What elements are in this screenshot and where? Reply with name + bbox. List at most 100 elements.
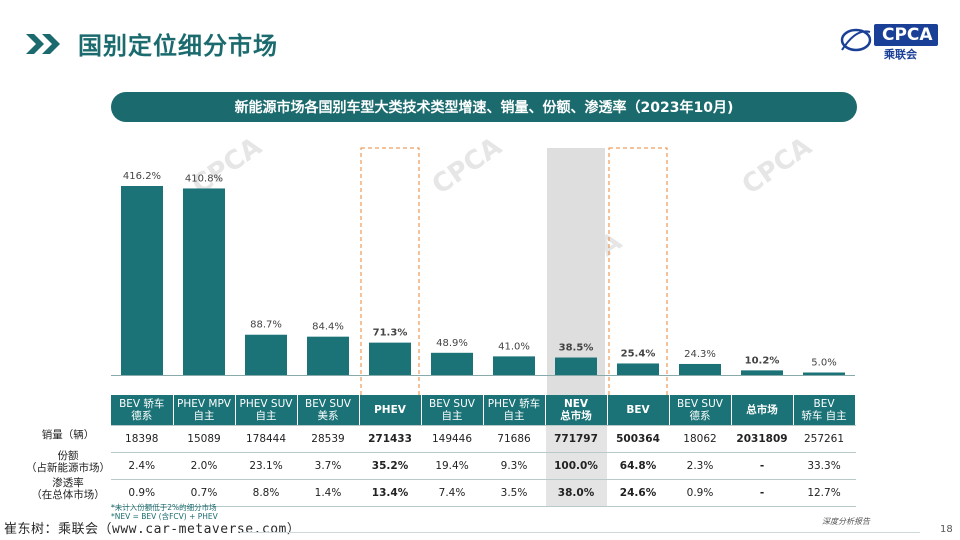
bar-value-label: 416.2% (123, 171, 161, 182)
table-cell: 1.4% (297, 479, 360, 507)
table-cell: 18062 (669, 425, 732, 453)
table-cell: 178444 (235, 425, 298, 453)
column-header-line: BEV SUV (429, 397, 475, 410)
bar (307, 336, 349, 375)
table-cell: 28539 (297, 425, 360, 453)
bar (617, 363, 659, 375)
table-cell: - (731, 479, 794, 507)
footnote-nev-definition: *NEV = BEV (含FCV) + PHEV (111, 512, 218, 521)
table-cell: 0.9% (111, 479, 174, 507)
header: 国别定位细分市场 CPCA 乘联会 (0, 0, 960, 82)
data-table: BEV 轿车 德系 PHEV MPV 自主 PHEV SUV 自主 BEV SUV 美系 PHE… (111, 395, 856, 507)
column-header: PHEV 轿车 自主 (483, 395, 546, 426)
table-row: 18398 15089 178444 28539 271433 149446 71686 77… (111, 425, 856, 453)
footnote-share: *未计入份额低于2%的细分市场 (111, 503, 217, 512)
bar (369, 342, 411, 375)
chart-title-banner: 新能源市场各国别车型大类技术类型增速、销量、份额、渗透率（2023年10月) (111, 92, 857, 122)
table-cell: 24.6% (607, 479, 670, 507)
bar (431, 352, 473, 375)
row-label-line: （在总体市场） (31, 489, 105, 501)
column-header: BEV SUV 自主 (421, 395, 484, 426)
bar (555, 357, 597, 375)
row-label: 销量（辆） (26, 429, 110, 441)
bar-value-label: 84.4% (312, 322, 344, 333)
column-header-line: PHEV 轿车 (487, 397, 541, 410)
table-cell: 15089 (173, 425, 236, 453)
highlight-box (360, 147, 420, 395)
table-cell: 257261 (793, 425, 856, 453)
row-label-line: 渗透率 (52, 477, 84, 489)
table-cell: 7.4% (421, 479, 484, 507)
table-cell: 2.0% (173, 452, 236, 480)
table-cell: 100.0% (545, 452, 608, 480)
table-cell: 9.3% (483, 452, 546, 480)
bar-value-label: 38.5% (559, 343, 594, 354)
table-cell: 64.8% (607, 452, 670, 480)
double-chevron-icon (26, 34, 60, 54)
bar (741, 370, 783, 375)
table-cell: 2.3% (669, 452, 732, 480)
table-cell: 12.7% (793, 479, 856, 507)
column-header: BEV (607, 395, 670, 426)
column-header-line: 自主 (255, 409, 277, 422)
table-cell: 23.1% (235, 452, 298, 480)
table-row: 0.9% 0.7% 8.8% 1.4% 13.4% 7.4% 3.5% 38.0% 24.6% 0… (111, 479, 856, 507)
growth-bar-chart: CPCACPCACPCACPCA416.2%410.8%88.7%84.4%71… (111, 132, 855, 395)
table-cell: 13.4% (359, 479, 422, 507)
column-header: BEV 轿车 自主 (793, 395, 856, 426)
table-cell: 149446 (421, 425, 484, 453)
table-cell: 38.0% (545, 479, 608, 507)
table-cell: 0.9% (669, 479, 732, 507)
column-header-line: PHEV SUV (239, 397, 293, 410)
table-cell: 19.4% (421, 452, 484, 480)
bar-value-label: 48.9% (436, 338, 468, 349)
table-cell: 2031809 (731, 425, 794, 453)
watermark: CPCA (737, 132, 818, 201)
column-header: BEV 轿车 德系 (111, 395, 174, 426)
bar-value-label: 10.2% (745, 355, 780, 366)
column-header: PHEV MPV 自主 (173, 395, 236, 426)
source-text: 崔东树：乘联会（www.car-metaverse.com） (4, 522, 301, 537)
column-header-line: 轿车 自主 (801, 409, 847, 422)
table-cell: 35.2% (359, 452, 422, 480)
table-cell: 18398 (111, 425, 174, 453)
column-header: PHEV (359, 395, 422, 426)
bar (121, 186, 163, 375)
nev-column-shade (547, 148, 605, 395)
column-header: NEV 总市场 (545, 395, 608, 426)
bar (493, 356, 535, 375)
bar (679, 363, 721, 375)
column-header: 总市场 (731, 395, 794, 426)
row-label: 渗透率 （在总体市场） (26, 477, 110, 501)
table-cell: 500364 (607, 425, 670, 453)
page-number: 18 (940, 524, 953, 535)
column-header-line: BEV SUV (305, 397, 351, 410)
column-header-line: NEV (563, 397, 589, 410)
bar-value-label: 25.4% (621, 348, 656, 359)
bar-value-label: 410.8% (185, 173, 223, 184)
column-header-line: BEV 轿车 (119, 397, 165, 410)
table-cell: 33.3% (793, 452, 856, 480)
table-cell: 71686 (483, 425, 546, 453)
table-header-row: BEV 轿车 德系 PHEV MPV 自主 PHEV SUV 自主 BEV SUV 美系 PHE… (111, 395, 856, 426)
bar (803, 372, 845, 375)
column-header-line: 德系 (689, 409, 711, 422)
watermark: CPCA (427, 132, 508, 201)
bar-value-label: 88.7% (250, 320, 282, 331)
column-header-line: 德系 (131, 409, 153, 422)
table-cell: 3.7% (297, 452, 360, 480)
row-label-line: （占新能源市场） (26, 462, 110, 474)
cpca-logo (840, 24, 938, 52)
bar-value-label: 5.0% (811, 358, 836, 369)
bar (183, 188, 225, 375)
column-header: BEV SUV 德系 (669, 395, 732, 426)
table-cell: 8.8% (235, 479, 298, 507)
bar-value-label: 24.3% (684, 349, 716, 360)
page-title: 国别定位细分市场 (78, 32, 278, 60)
table-cell: 2.4% (111, 452, 174, 480)
column-header-line: BEV (813, 397, 835, 410)
column-header-line: 自主 (503, 409, 525, 422)
row-label: 份额 （占新能源市场） (26, 450, 110, 474)
column-header-line: 自主 (441, 409, 463, 422)
table-cell: 271433 (359, 425, 422, 453)
